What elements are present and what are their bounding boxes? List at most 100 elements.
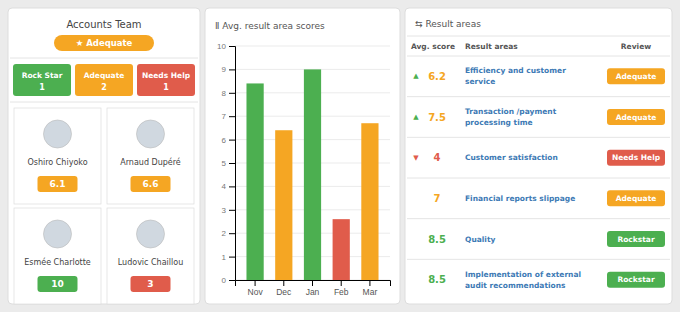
tick-mark	[312, 280, 313, 286]
person-name: Esmée Charlotte	[24, 257, 91, 267]
bar	[246, 83, 263, 280]
tick-mark	[229, 210, 235, 211]
area-name: audit recommendations	[465, 281, 566, 290]
person-score: 10	[51, 279, 64, 289]
tick-mark	[229, 163, 235, 164]
tick: 0	[222, 276, 235, 285]
person-cell	[14, 208, 101, 304]
tick-mark	[229, 186, 235, 187]
review-label: Adequate	[616, 113, 657, 122]
tick-label: 9	[222, 65, 227, 74]
area-score: 6.2	[428, 71, 446, 82]
review-label: Rockstar	[617, 235, 654, 244]
review-badge	[607, 272, 665, 288]
bar	[333, 219, 350, 280]
tick-label: 5	[222, 159, 227, 168]
row-separator	[407, 96, 670, 97]
tick-mark	[369, 280, 370, 286]
tick-mark	[229, 46, 235, 47]
score-box	[75, 64, 133, 96]
tick: 5	[222, 159, 235, 168]
tick-mark	[341, 280, 342, 286]
chart-title: Ⅱ Avg. result area scores	[215, 21, 325, 31]
area-name: Transaction /payment	[465, 107, 557, 116]
tick: 9	[222, 65, 235, 74]
y-axis: 012345678910	[217, 42, 235, 285]
tick: Mar	[363, 280, 378, 297]
tick: Dec	[276, 280, 292, 297]
score-box-label: Adequate	[84, 71, 125, 80]
axis-line	[229, 47, 236, 281]
tick: 8	[222, 89, 235, 98]
row-separator	[407, 218, 670, 219]
tick-mark	[229, 93, 235, 94]
column-header: Review	[621, 42, 651, 51]
axis-line	[236, 281, 391, 287]
tick: Nov	[248, 280, 264, 297]
person-score-badge	[38, 176, 78, 192]
tick-mark	[229, 280, 235, 281]
area-score: 4	[434, 152, 441, 163]
bars	[246, 69, 378, 280]
avatar	[44, 120, 72, 148]
score-box-count: 2	[101, 83, 107, 92]
person-cell	[107, 208, 194, 304]
tick-mark	[229, 69, 235, 70]
separator	[407, 56, 670, 57]
tick-label: Feb	[334, 287, 349, 297]
person-score-badge	[131, 276, 171, 292]
person-score: 6.1	[50, 179, 66, 189]
area-name: Quality	[465, 235, 496, 244]
tick-label: 10	[217, 42, 226, 51]
score-box-count: 1	[39, 83, 45, 92]
person-score: 3	[147, 279, 153, 289]
person-name: Oshiro Chiyoko	[27, 158, 87, 167]
score-box-label: Needs Help	[142, 71, 191, 80]
trend: ▼	[413, 154, 419, 162]
review-badge	[607, 109, 665, 125]
tick: 7	[222, 112, 235, 121]
badge	[54, 35, 154, 51]
avatar	[137, 120, 165, 148]
review-label: Adequate	[616, 194, 657, 203]
person-name: Arnaud Dupéré	[120, 157, 181, 167]
tick: 3	[222, 206, 235, 215]
chart-panel	[205, 8, 400, 304]
person-cell	[107, 108, 194, 204]
person-score: 6.6	[143, 179, 159, 189]
tick-label: 1	[222, 253, 227, 262]
tick-label: 0	[222, 276, 227, 285]
score-box-label: Rock Star	[22, 71, 63, 80]
tick-mark	[283, 280, 284, 286]
bar	[275, 130, 292, 280]
review-badge	[607, 190, 665, 206]
tick-mark	[255, 280, 256, 286]
panel-title: Accounts Team	[66, 19, 141, 30]
area-score: 8.5	[428, 274, 446, 285]
person-score-badge	[38, 276, 78, 292]
bar	[304, 69, 321, 280]
tick-label: Nov	[248, 287, 264, 297]
area-name: Efficiency and customer	[465, 66, 566, 75]
row-separator	[407, 178, 670, 179]
team-panel	[8, 8, 200, 304]
tick-label: 6	[222, 136, 227, 145]
tick-label: Dec	[276, 287, 292, 297]
badge-label: ★ Adequate	[76, 38, 133, 48]
column-header: Avg. score	[411, 42, 455, 51]
tick: 1	[222, 253, 235, 262]
area-name: Financial reports slippage	[465, 194, 575, 203]
tick-label: Jan	[306, 287, 320, 297]
trend: ▲	[413, 113, 419, 121]
score-box-count: 1	[163, 83, 169, 92]
area-name: service	[465, 77, 495, 86]
tick-label: 8	[222, 89, 227, 98]
tick: 2	[222, 229, 235, 238]
review-badge	[607, 68, 665, 84]
column-header: Result areas	[465, 42, 518, 51]
tick: Feb	[334, 280, 349, 297]
review-label: Needs Help	[612, 153, 661, 162]
areas-panel	[405, 8, 672, 304]
separator	[10, 102, 198, 103]
score-box	[137, 64, 195, 96]
